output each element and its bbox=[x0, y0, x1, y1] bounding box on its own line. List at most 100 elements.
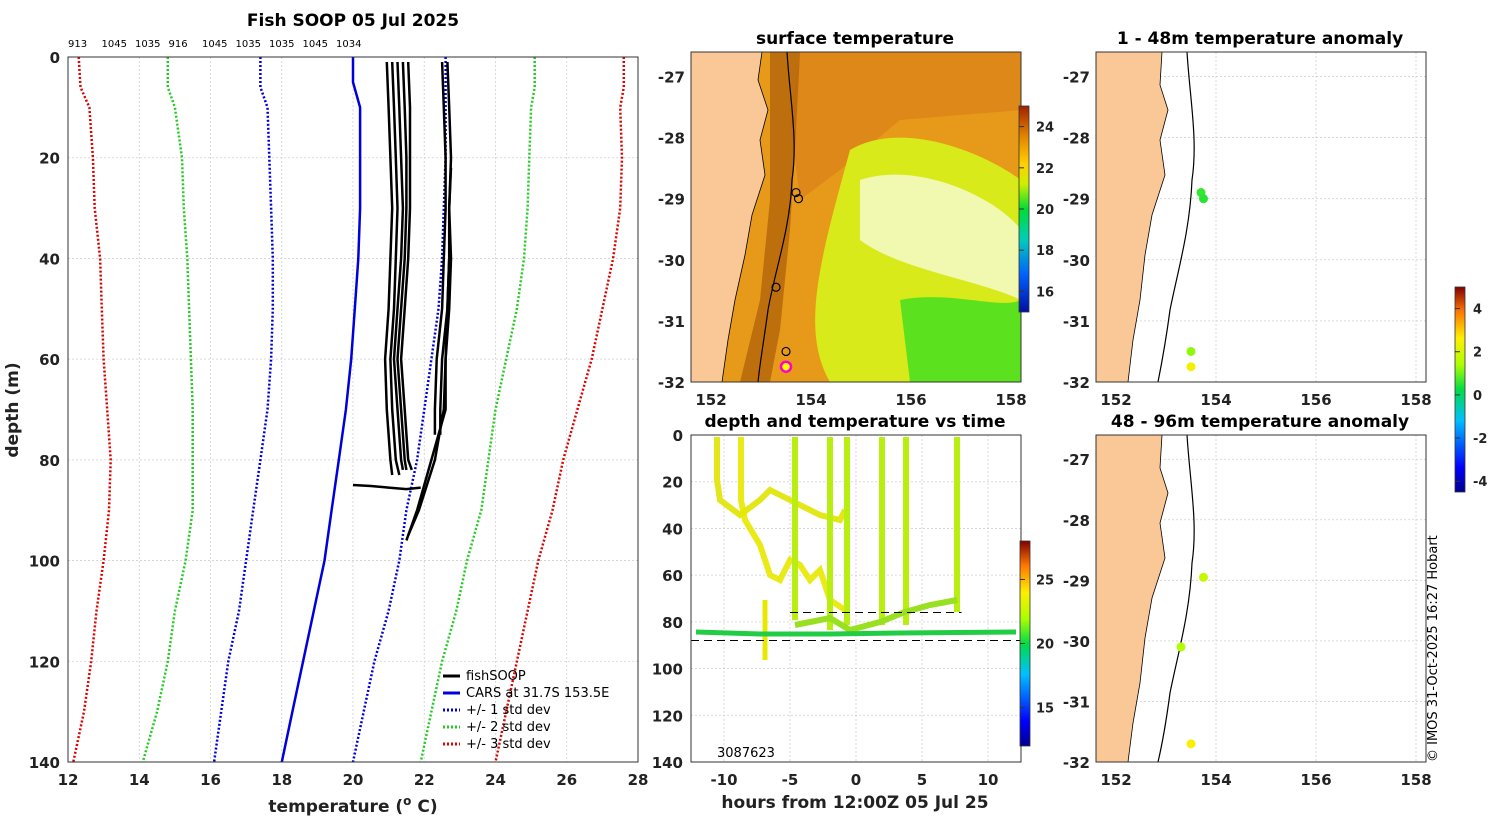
x-tick-label: 5 bbox=[917, 771, 927, 789]
fish-cast-line bbox=[396, 61, 408, 471]
y-tick-label: 20 bbox=[39, 150, 60, 168]
y-tick-label: -29 bbox=[658, 191, 685, 209]
y-tick-label: -27 bbox=[658, 68, 685, 86]
profile-xlabel: temperature (o C) bbox=[268, 794, 437, 817]
land-mass bbox=[691, 52, 769, 382]
anom-top-map bbox=[1096, 52, 1208, 382]
y-tick-label: -29 bbox=[1063, 191, 1090, 209]
x-tick-label: -5 bbox=[782, 771, 799, 789]
shelf-contour bbox=[1157, 435, 1195, 762]
x-tick-label: 20 bbox=[343, 771, 364, 789]
credit: © IMOS 31-Oct-2025 16:27 Hobart bbox=[1426, 535, 1441, 762]
sst-ticks: 152 154 156 158 -27 -28 -29 -30 -31 -32 bbox=[658, 68, 1027, 409]
sst-map: surface temperature 152 154 156 158 -27 -28 -2… bbox=[658, 29, 1054, 409]
colorbar-label: 18 bbox=[1036, 244, 1054, 259]
x-tick-label: 154 bbox=[1200, 771, 1231, 789]
cast-marker bbox=[791, 187, 801, 198]
cast-id-label: 1045 bbox=[102, 39, 127, 50]
ts-track-mid bbox=[738, 437, 847, 613]
x-tick-label: 154 bbox=[795, 391, 826, 409]
legend-fish: fishSOOP bbox=[466, 669, 526, 684]
anom-top-points bbox=[1186, 188, 1208, 372]
colorbar-label: -2 bbox=[1473, 432, 1487, 447]
series-line bbox=[141, 57, 194, 762]
series-line bbox=[280, 57, 362, 762]
x-tick-label: -10 bbox=[710, 771, 737, 789]
sst-title: surface temperature bbox=[756, 29, 954, 49]
x-tick-label: 158 bbox=[1400, 391, 1431, 409]
x-tick-label: 14 bbox=[129, 771, 150, 789]
legend-cars: CARS at 31.7S 153.5E bbox=[466, 686, 609, 701]
anomaly-colorbar bbox=[1454, 286, 1466, 493]
anomaly-colorbar-ticks: 4 2 0 -2 -4 bbox=[1455, 303, 1487, 490]
cast-marker bbox=[781, 346, 791, 357]
x-tick-label: 18 bbox=[271, 771, 292, 789]
profile-ylabel: depth (m) bbox=[3, 362, 23, 457]
y-tick-label: -32 bbox=[1063, 754, 1090, 772]
sst-coastal-warm bbox=[740, 52, 800, 382]
x-tick-label: 28 bbox=[628, 771, 649, 789]
y-tick-label: -28 bbox=[1063, 130, 1090, 148]
colorbar-label: 16 bbox=[1036, 285, 1054, 300]
legend: fishSOOP CARS at 31.7S 153.5E +/- 1 std … bbox=[443, 669, 609, 752]
cast-marker bbox=[793, 194, 804, 204]
ts-profiles bbox=[792, 437, 960, 630]
anom-top-title: 1 - 48m temperature anomaly bbox=[1117, 29, 1403, 49]
anom-bottom-map bbox=[1096, 435, 1208, 762]
x-tick-label: 22 bbox=[414, 771, 435, 789]
y-tick-label: 100 bbox=[29, 553, 60, 571]
ts-track-deep bbox=[794, 597, 958, 634]
y-tick-label: 120 bbox=[29, 653, 60, 671]
y-tick-label: -28 bbox=[658, 130, 685, 148]
profile-lines bbox=[72, 57, 626, 762]
fish-cast-line bbox=[383, 61, 394, 476]
y-tick-label: 120 bbox=[652, 707, 683, 725]
y-tick-label: 0 bbox=[50, 49, 60, 67]
cast-id-label: 1045 bbox=[202, 39, 227, 50]
colorbar-label: 2 bbox=[1473, 346, 1482, 361]
series-line bbox=[351, 57, 447, 762]
anom-bottom-ticks: 152 154 156 158 -27 -28 -29 -30 -31 -32 bbox=[1063, 451, 1432, 789]
y-tick-label: -31 bbox=[658, 313, 685, 331]
colorbar-label: 25 bbox=[1036, 573, 1054, 588]
x-tick-label: 24 bbox=[485, 771, 506, 789]
y-tick-label: 60 bbox=[39, 351, 60, 369]
x-tick-label: 152 bbox=[695, 391, 726, 409]
profile-title: Fish SOOP 05 Jul 2025 bbox=[247, 11, 459, 31]
ts-colorbar-ticks: 15 20 25 bbox=[1020, 573, 1054, 717]
y-tick-label: 40 bbox=[39, 250, 60, 268]
legend-sd1: +/- 1 std dev bbox=[466, 703, 551, 718]
y-tick-label: -30 bbox=[1063, 633, 1090, 651]
profile-frame bbox=[67, 56, 639, 763]
y-tick-label: -31 bbox=[1063, 693, 1090, 711]
y-tick-label: 40 bbox=[662, 520, 683, 538]
colorbar-label: 22 bbox=[1036, 162, 1054, 177]
shelf-contour bbox=[757, 52, 795, 382]
current-position-marker bbox=[779, 360, 793, 373]
cast-id-label: 1035 bbox=[236, 39, 261, 50]
anomaly-point bbox=[1176, 642, 1186, 652]
x-tick-label: 152 bbox=[1100, 771, 1131, 789]
sst-green-patch bbox=[900, 297, 1021, 382]
y-tick-label: -30 bbox=[658, 252, 685, 270]
x-tick-label: 156 bbox=[895, 391, 926, 409]
x-tick-label: 152 bbox=[1100, 391, 1131, 409]
cast-marker bbox=[771, 282, 781, 292]
x-tick-label: 156 bbox=[1300, 391, 1331, 409]
colorbar-label: 4 bbox=[1473, 303, 1482, 318]
x-tick-label: 12 bbox=[58, 771, 79, 789]
y-tick-label: 100 bbox=[652, 661, 683, 679]
y-tick-label: -29 bbox=[1063, 572, 1090, 590]
cast-id-label: 916 bbox=[169, 39, 188, 50]
fish-cast-line bbox=[389, 61, 401, 476]
cast-id-label: 1034 bbox=[336, 39, 361, 50]
x-tick-label: 158 bbox=[1400, 771, 1431, 789]
x-tick-label: 26 bbox=[556, 771, 577, 789]
shelf-contour bbox=[1157, 52, 1195, 382]
colorbar-label: -4 bbox=[1473, 475, 1487, 490]
colorbar-label: 24 bbox=[1036, 121, 1054, 136]
ts-track-bottom bbox=[695, 629, 1017, 637]
y-tick-label: -27 bbox=[1063, 68, 1090, 86]
ts-xlabel: hours from 12:00Z 05 Jul 25 bbox=[721, 793, 988, 813]
